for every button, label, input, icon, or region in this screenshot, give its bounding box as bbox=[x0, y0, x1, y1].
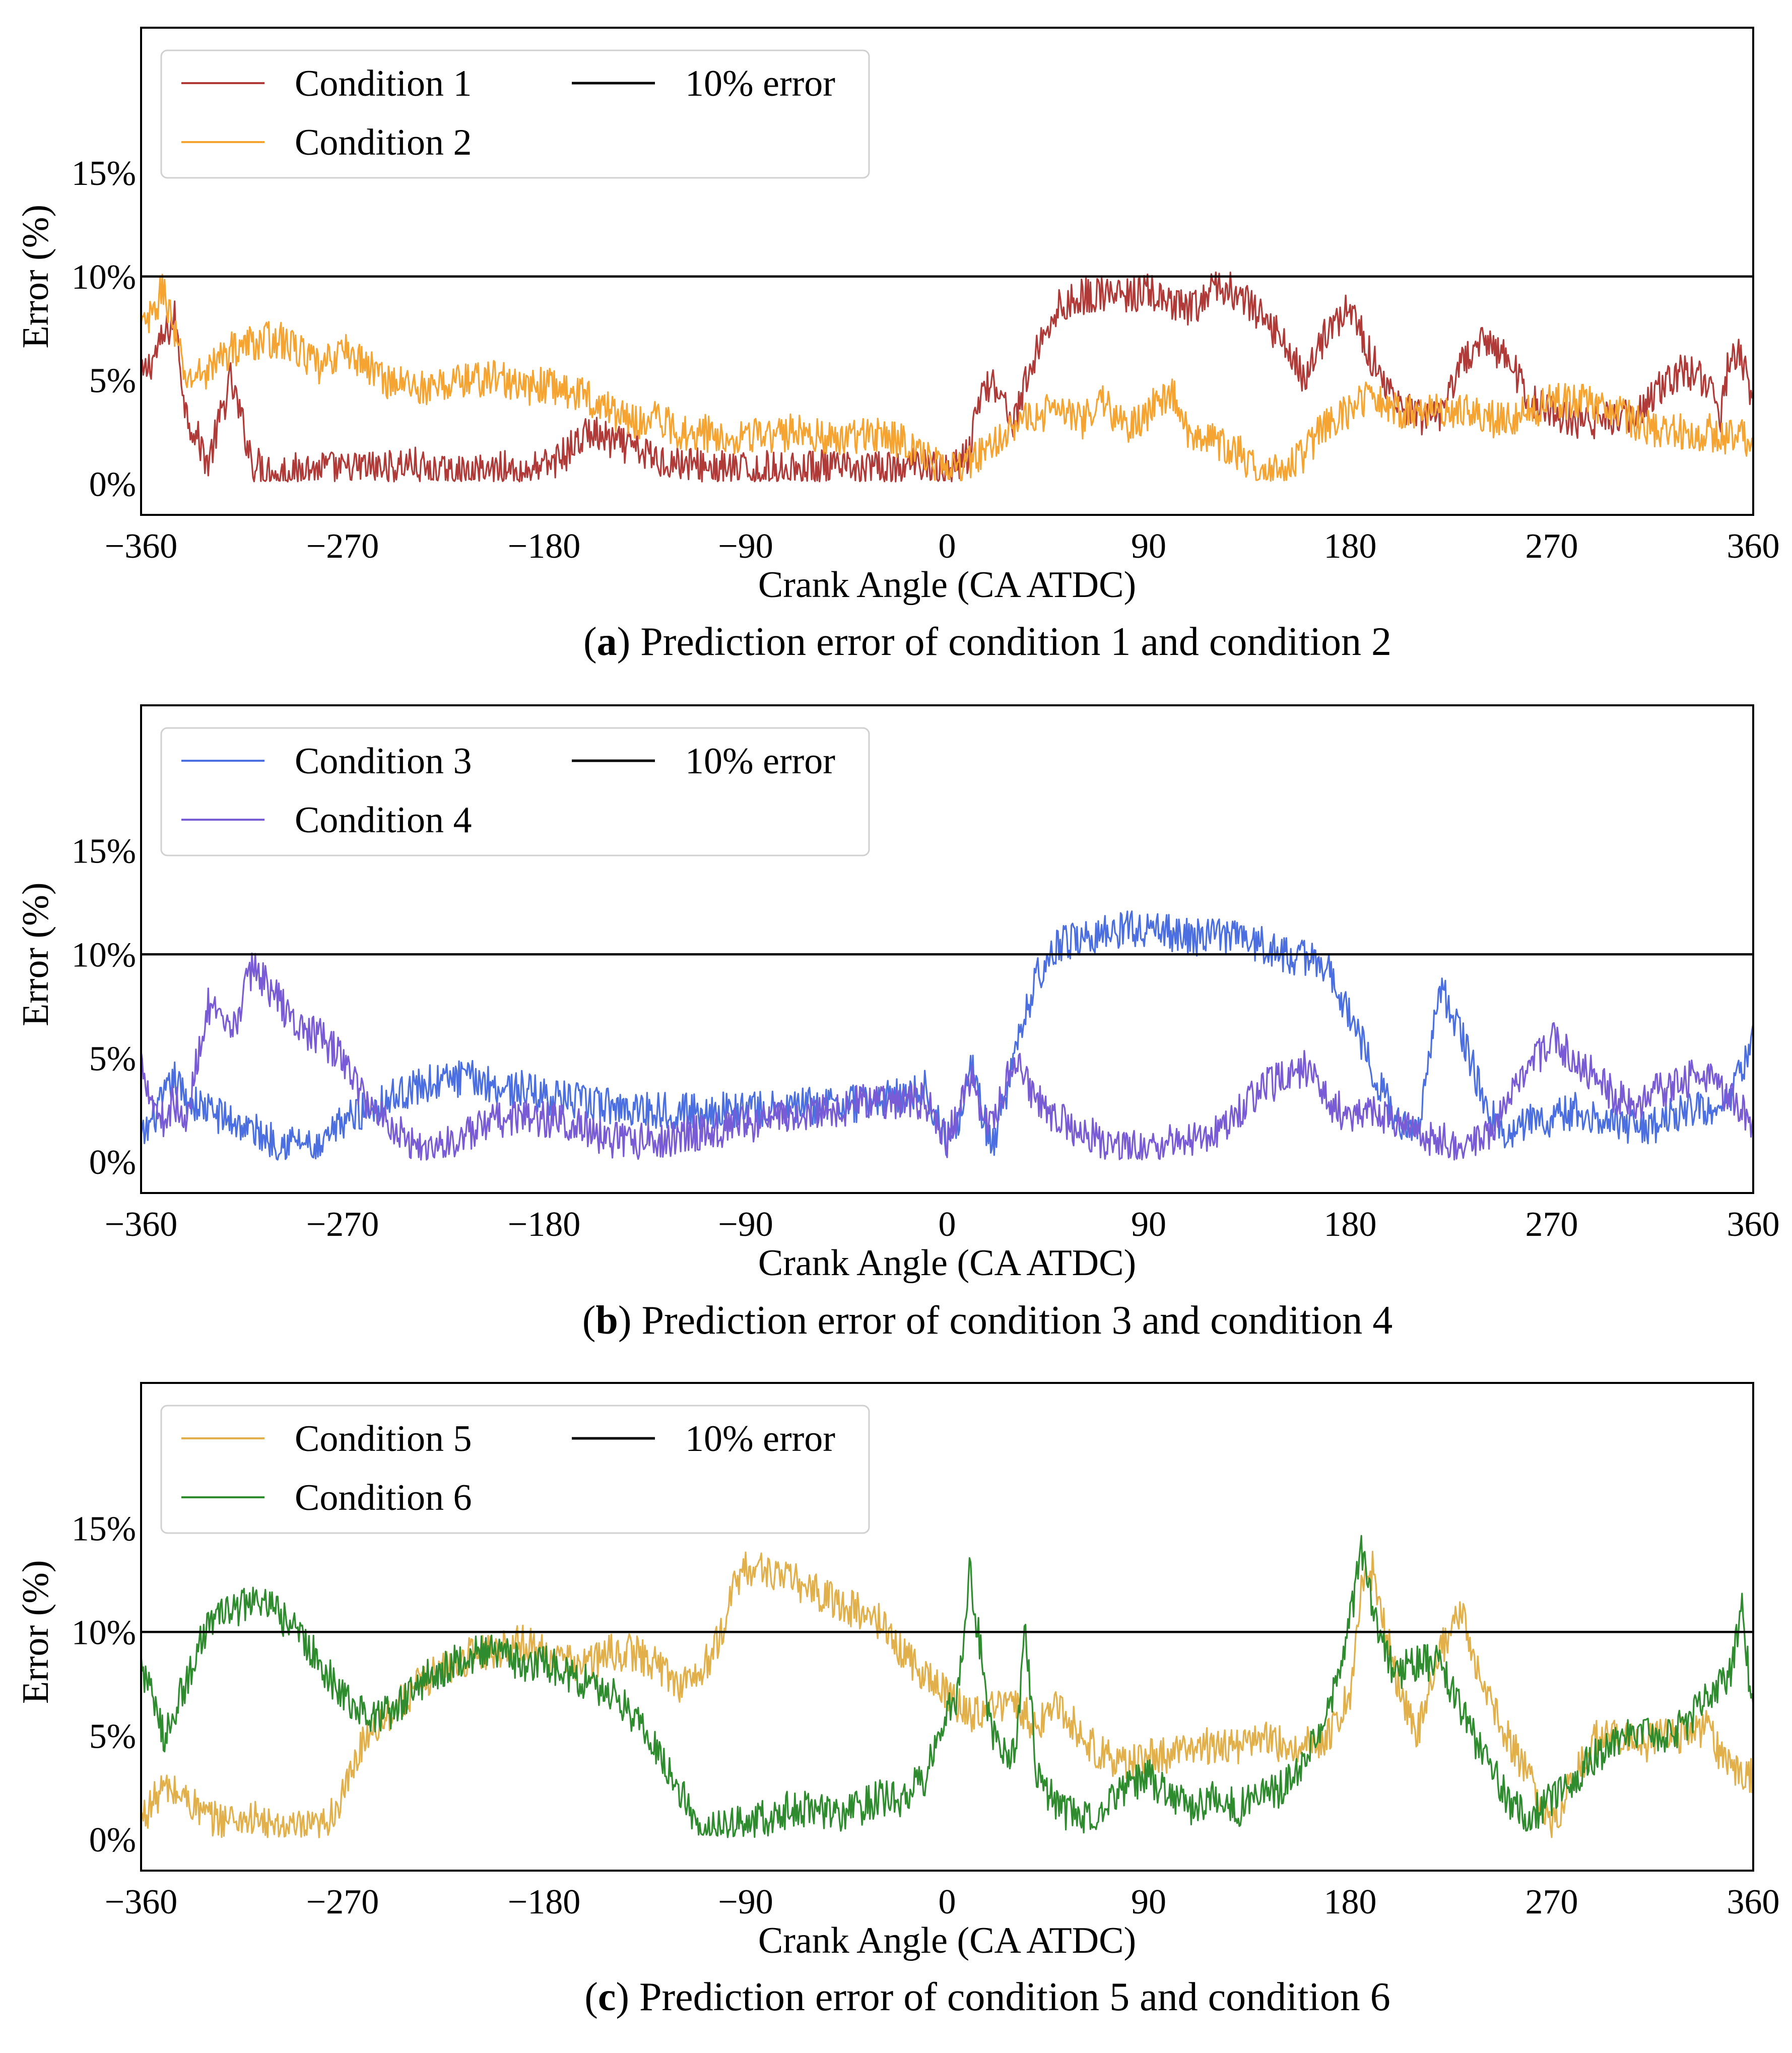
series-line-condition-6 bbox=[141, 1535, 1753, 1838]
y-tick-label: 10% bbox=[72, 936, 136, 974]
y-axis-label: Error (%) bbox=[15, 205, 56, 349]
x-tick-label: −270 bbox=[306, 1205, 379, 1244]
x-tick-label: −180 bbox=[508, 527, 580, 566]
x-tick-label: 90 bbox=[1131, 1883, 1166, 1922]
x-axis-label: Crank Angle (CA ATDC) bbox=[758, 1920, 1136, 1961]
y-tick-label: 10% bbox=[72, 258, 136, 297]
panel-caption: (a) Prediction error of condition 1 and … bbox=[583, 620, 1391, 664]
x-tick-label: 270 bbox=[1525, 1205, 1578, 1244]
x-axis-label: Crank Angle (CA ATDC) bbox=[758, 564, 1136, 606]
series-line-condition-4 bbox=[141, 952, 1753, 1161]
legend-label: Condition 4 bbox=[295, 800, 472, 841]
caption-label: a bbox=[597, 620, 617, 664]
x-tick-label: 180 bbox=[1324, 1205, 1377, 1244]
legend-label: Condition 5 bbox=[295, 1418, 472, 1460]
y-tick-label: 0% bbox=[89, 1143, 136, 1182]
x-axis-label: Crank Angle (CA ATDC) bbox=[758, 1242, 1136, 1284]
caption-label: b bbox=[595, 1298, 618, 1343]
y-axis-label: Error (%) bbox=[15, 1560, 56, 1704]
y-tick-label: 15% bbox=[72, 1509, 136, 1548]
x-tick-label: −270 bbox=[306, 1883, 379, 1922]
x-tick-label: 90 bbox=[1131, 1205, 1166, 1244]
x-tick-label: 180 bbox=[1324, 1883, 1377, 1922]
y-tick-label: 5% bbox=[89, 362, 136, 401]
x-tick-label: 0 bbox=[939, 1883, 956, 1922]
x-tick-label: 90 bbox=[1131, 527, 1166, 566]
caption-text: Prediction error of condition 1 and cond… bbox=[640, 620, 1391, 664]
x-tick-label: 270 bbox=[1525, 527, 1578, 566]
caption-text: Prediction error of condition 5 and cond… bbox=[639, 1975, 1390, 2019]
x-tick-label: −270 bbox=[306, 527, 379, 566]
legend-label: Condition 6 bbox=[295, 1477, 472, 1518]
panel-caption: (c) Prediction error of condition 5 and … bbox=[584, 1975, 1390, 2019]
legend-label: 10% error bbox=[685, 741, 835, 782]
legend-label: 10% error bbox=[685, 1418, 835, 1460]
legend: Condition 1 Condition 2 10% error bbox=[160, 49, 870, 179]
legend-label: 10% error bbox=[685, 63, 835, 104]
y-tick-label: 5% bbox=[89, 1717, 136, 1756]
plot-frame bbox=[140, 1382, 1754, 1872]
plot-frame bbox=[140, 27, 1754, 516]
legend-box bbox=[160, 1405, 870, 1534]
x-tick-label: −90 bbox=[718, 527, 773, 566]
y-tick-label: 10% bbox=[72, 1613, 136, 1652]
x-tick-label: −360 bbox=[105, 1205, 177, 1244]
legend: Condition 5 Condition 6 10% error bbox=[160, 1405, 870, 1534]
x-tick-label: 270 bbox=[1525, 1883, 1578, 1922]
legend-label: Condition 1 bbox=[295, 63, 472, 104]
panel-caption: (b) Prediction error of condition 3 and … bbox=[582, 1298, 1393, 1343]
y-tick-label: 0% bbox=[89, 1821, 136, 1860]
x-tick-label: −90 bbox=[718, 1205, 773, 1244]
x-tick-label: −180 bbox=[508, 1883, 580, 1922]
x-tick-label: 360 bbox=[1727, 1883, 1780, 1922]
x-tick-label: 0 bbox=[939, 1205, 956, 1244]
legend-box bbox=[160, 727, 870, 856]
legend: Condition 3 Condition 4 10% error bbox=[160, 727, 870, 856]
x-tick-label: 180 bbox=[1324, 527, 1377, 566]
y-tick-label: 15% bbox=[72, 832, 136, 871]
legend-box bbox=[160, 49, 870, 179]
y-tick-label: 15% bbox=[72, 154, 136, 193]
caption-label: c bbox=[598, 1975, 616, 2019]
x-tick-label: −360 bbox=[105, 1883, 177, 1922]
legend-label: Condition 2 bbox=[295, 122, 472, 163]
chart-panel-b: −360 −270 −180 −90 0 90 180 270 360 0% 5% 10% 15% Cra… bbox=[15, 704, 1780, 1343]
x-tick-label: −180 bbox=[508, 1205, 580, 1244]
series-line-condition-2 bbox=[141, 274, 1753, 482]
legend-label: Condition 3 bbox=[295, 741, 472, 782]
x-tick-label: 360 bbox=[1727, 527, 1780, 566]
y-tick-label: 0% bbox=[89, 465, 136, 504]
x-tick-label: 0 bbox=[939, 527, 956, 566]
x-tick-label: −360 bbox=[105, 527, 177, 566]
x-tick-label: 360 bbox=[1727, 1205, 1780, 1244]
series-line-condition-5 bbox=[141, 1551, 1753, 1838]
plot-frame bbox=[140, 704, 1754, 1194]
y-tick-label: 5% bbox=[89, 1039, 136, 1078]
chart-panel-c: −360 −270 −180 −90 0 90 180 270 360 0% 5% 10% 15% Cra… bbox=[15, 1382, 1780, 2019]
chart-panel-a: −360 −270 −180 −90 0 90 180 270 360 0% 5% 10% 15% Cra… bbox=[15, 27, 1780, 664]
y-axis-label: Error (%) bbox=[15, 883, 56, 1027]
caption-text: Prediction error of condition 3 and cond… bbox=[642, 1298, 1393, 1343]
x-tick-label: −90 bbox=[718, 1883, 773, 1922]
